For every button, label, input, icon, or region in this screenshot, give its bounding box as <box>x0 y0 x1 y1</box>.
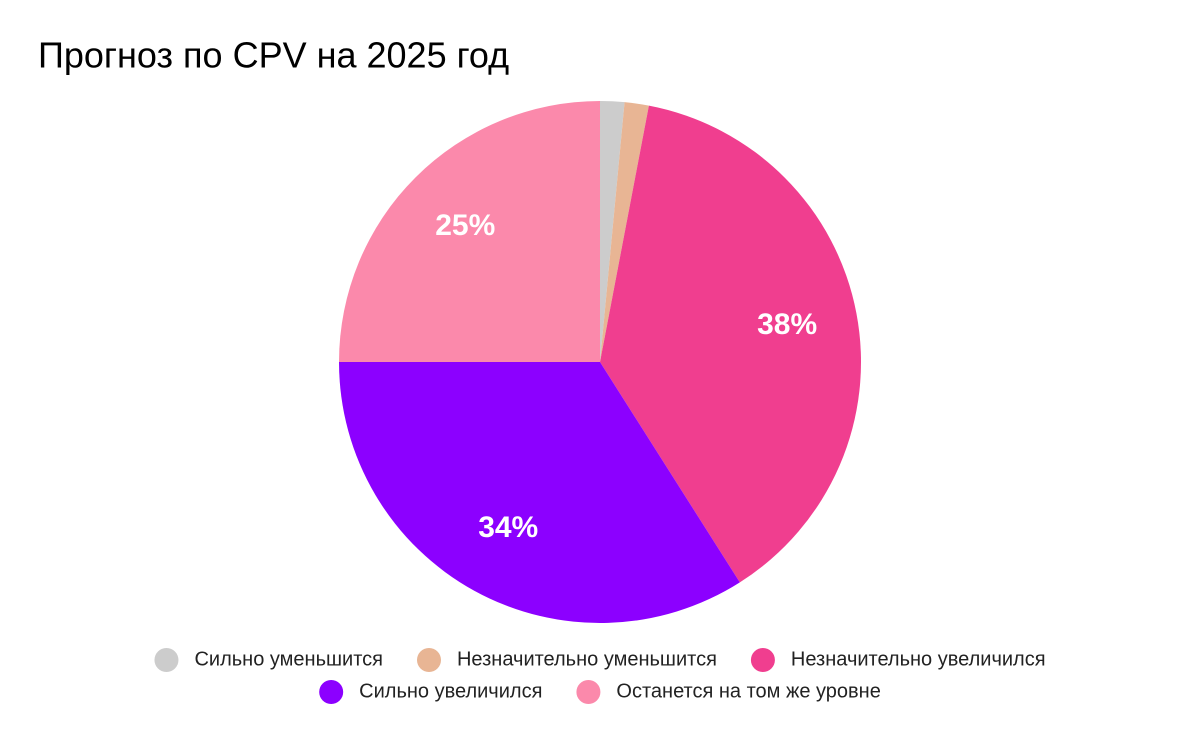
legend-swatch <box>576 680 601 704</box>
pie-slice <box>600 105 861 583</box>
legend-label: Сильно увеличился <box>359 680 542 702</box>
data-label: 34% <box>478 511 538 544</box>
legend-label: Незначительно уменьшится <box>457 648 717 670</box>
legend-swatch <box>319 680 344 704</box>
legend-item: Сильно увеличился <box>319 680 542 704</box>
legend-label: Сильно уменьшится <box>194 648 383 670</box>
data-label: 38% <box>757 308 817 341</box>
legend-item: Незначительно увеличился <box>750 648 1046 672</box>
chart-title: Прогноз по CPV на 2025 год <box>38 35 509 76</box>
legend-item: Останется на том же уровне <box>576 680 881 704</box>
legend-item: Незначительно уменьшится <box>416 648 717 672</box>
pie-slice <box>600 101 625 362</box>
legend-label: Незначительно увеличился <box>791 648 1046 670</box>
pie-slice <box>339 101 600 362</box>
legend-swatch <box>416 648 441 672</box>
legend-label: Останется на том же уровне <box>616 680 880 702</box>
legend-swatch <box>750 648 775 672</box>
data-label: 25% <box>435 209 495 242</box>
legend-item: Сильно уменьшится <box>154 648 383 672</box>
pie-slice <box>600 102 649 362</box>
legend-swatch <box>154 648 179 672</box>
pie-slice <box>339 362 740 623</box>
